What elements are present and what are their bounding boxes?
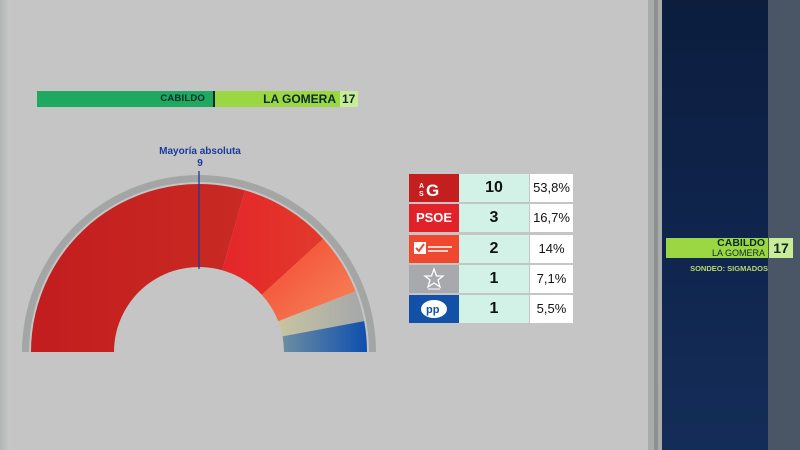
panel-divider-shadow	[654, 0, 658, 450]
header-right-block: LA GOMERA	[215, 91, 340, 107]
percent-cell: 14%	[530, 235, 573, 263]
side-panel-subtitle: LA GOMERA	[711, 248, 765, 258]
header-bar: CABILDO LA GOMERA 17	[37, 91, 358, 107]
percent-cell: 5,5%	[530, 295, 573, 323]
iniciativa-canarias-logo-icon	[409, 235, 459, 263]
side-panel-sondeo: SONDEO: SIGMADOS	[690, 264, 768, 273]
seats-cell: 1	[459, 295, 529, 323]
majority-annotation: Mayoría absoluta 9	[150, 146, 250, 170]
psoe-logo-icon: PSOE	[409, 204, 459, 232]
coalicion-canaria-arc	[278, 291, 365, 337]
percent-cell: 7,1%	[530, 265, 573, 293]
side-panel-title: CABILDO	[717, 237, 765, 249]
percent-cell: 53,8%	[530, 174, 573, 202]
svg-text:pp: pp	[426, 304, 440, 316]
side-panel-title-block: CABILDO LA GOMERA	[666, 238, 768, 258]
svg-text:S: S	[419, 191, 424, 198]
header-left-block: CABILDO	[37, 91, 213, 107]
header-separator	[213, 91, 215, 107]
coalicion-canaria-logo-icon	[409, 265, 459, 293]
header-total-seats: 17	[342, 92, 356, 106]
seats-cell: 10	[459, 174, 529, 202]
side-panel	[662, 0, 768, 450]
side-panel-edge	[768, 0, 800, 450]
psoe-arc	[222, 190, 324, 295]
seats-cell: 1	[459, 265, 529, 293]
majority-label: Mayoría absoluta	[159, 146, 241, 157]
table-row: 1 7,1%	[409, 265, 573, 293]
table-row: PSOE 3 16,7%	[409, 204, 573, 232]
header-island-label: LA GOMERA	[263, 92, 336, 106]
left-edge-stripe	[0, 0, 10, 450]
percent-cell: 16,7%	[530, 204, 573, 232]
header-total-block: 17	[340, 91, 358, 107]
asg-arc	[31, 184, 245, 352]
pp-arc	[282, 321, 367, 352]
table-row: 2 14%	[409, 235, 573, 263]
asg-logo-icon: A S G	[409, 174, 459, 202]
svg-text:G: G	[426, 181, 439, 200]
psoe-logo-text: PSOE	[415, 210, 453, 225]
pp-logo-icon: pp	[409, 295, 459, 323]
table-row: pp 1 5,5%	[409, 295, 573, 323]
table-row: A S G 10 53,8%	[409, 174, 573, 202]
majority-value: 9	[197, 158, 203, 169]
side-panel-number: 17	[769, 238, 793, 258]
seats-cell: 3	[459, 204, 529, 232]
iniciativa-canarias-arc	[261, 238, 356, 322]
header-cabildo-label: CABILDO	[160, 93, 205, 104]
svg-text:A: A	[419, 183, 424, 190]
seats-cell: 2	[459, 235, 529, 263]
